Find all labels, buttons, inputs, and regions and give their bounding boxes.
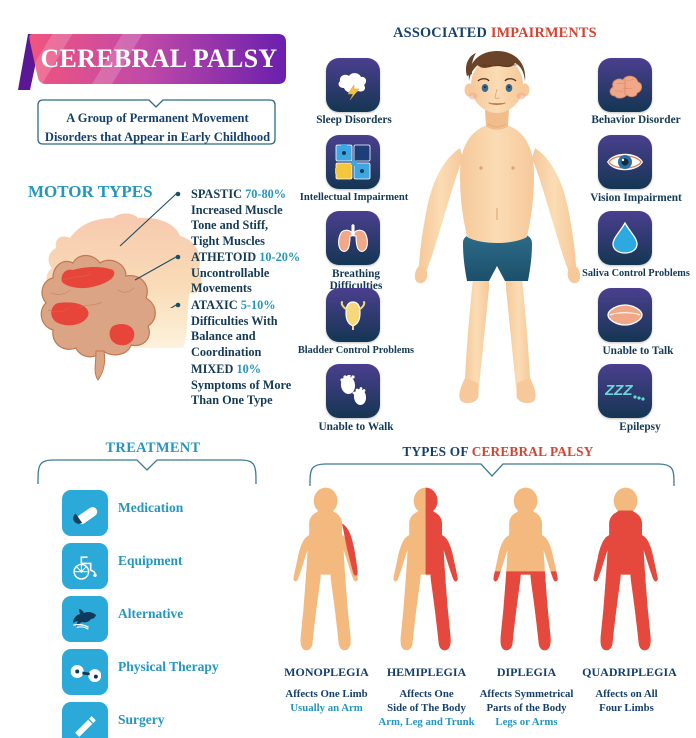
svg-text:CEREBRAL PALSY: CEREBRAL PALSY (40, 44, 277, 73)
svg-text:ZZZ: ZZZ (605, 382, 633, 399)
